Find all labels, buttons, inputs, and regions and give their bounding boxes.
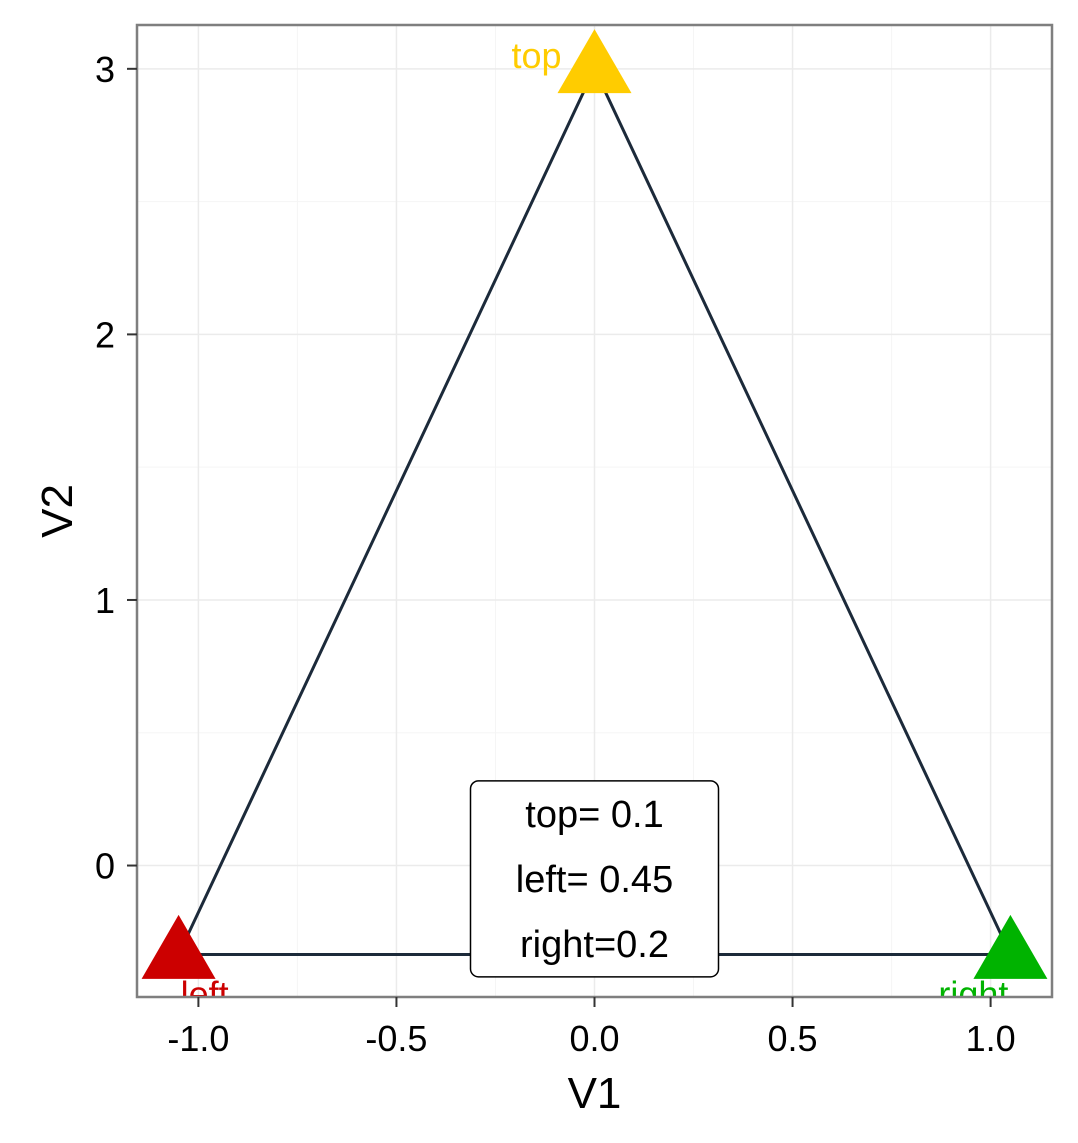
y-tick-label: 2 <box>95 314 115 355</box>
point-right <box>973 914 1048 979</box>
point-top <box>557 29 632 94</box>
value-annotation: top= 0.1 left= 0.45 right=0.2 <box>469 780 720 978</box>
y-axis-title: V2 <box>33 484 82 538</box>
annotation-line: top= 0.1 <box>525 794 663 836</box>
point-label-top: top <box>511 35 561 76</box>
point-label-left: left <box>181 974 229 1015</box>
y-tick-label: 3 <box>95 49 115 90</box>
x-axis: -1.0 -0.5 0.0 0.5 1.0 <box>167 997 1016 1059</box>
x-tick-label: 0.5 <box>768 1018 818 1059</box>
point-labels: top left right <box>181 35 1009 1015</box>
x-tick-label: 0.0 <box>569 1018 619 1059</box>
annotation-box <box>469 780 720 978</box>
point-label-right: right <box>938 974 1008 1015</box>
y-axis: 0 1 2 3 <box>95 49 137 887</box>
points <box>141 29 1048 979</box>
y-tick-label: 1 <box>95 580 115 621</box>
annotation-line: left= 0.45 <box>516 859 673 901</box>
point-left <box>141 914 216 979</box>
x-tick-label: 1.0 <box>966 1018 1016 1059</box>
annotation-line: right=0.2 <box>520 924 669 966</box>
y-tick-label: 0 <box>95 846 115 887</box>
x-tick-label: -1.0 <box>167 1018 229 1059</box>
x-axis-title: V1 <box>568 1069 622 1118</box>
x-tick-label: -0.5 <box>365 1018 427 1059</box>
